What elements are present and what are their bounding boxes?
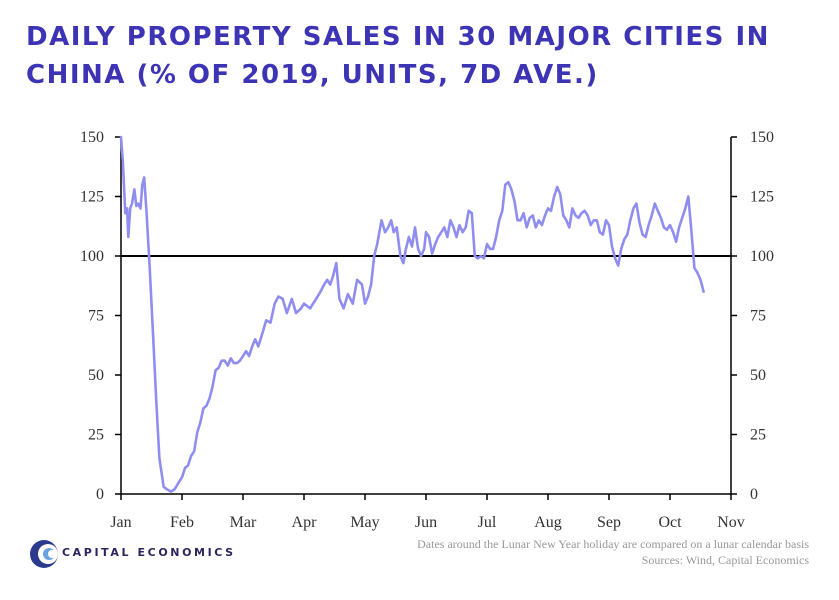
y-axis-left: 0 25 50 75 100 125 150	[80, 129, 122, 503]
logo-mark-icon	[30, 540, 58, 568]
chart-title: DAILY PROPERTY SALES IN 30 MAJOR CITIES …	[26, 22, 770, 90]
x-tick-label: Jul	[478, 514, 497, 531]
y-axis-right: 0 25 50 75 100 125 150	[730, 129, 774, 503]
x-tick-label: May	[350, 514, 379, 531]
y-tick-label-left: 150	[80, 129, 104, 146]
y-tick-label-right: 25	[750, 427, 766, 444]
y-tick-label-right: 50	[750, 367, 766, 384]
y-tick-label-right: 75	[750, 308, 766, 325]
x-tick-label: Aug	[534, 514, 562, 531]
footnote: Dates around the Lunar New Year holiday …	[417, 537, 809, 551]
x-tick-label: Jan	[110, 514, 131, 531]
x-tick-label: Mar	[230, 514, 257, 531]
y-tick-label-left: 100	[80, 248, 104, 265]
x-tick-label: Apr	[292, 514, 318, 531]
series-group	[119, 135, 705, 493]
y-tick-label-right: 125	[750, 189, 774, 206]
y-tick-label-left: 75	[88, 308, 104, 325]
x-tick-label: Nov	[717, 514, 745, 531]
x-tick-label: Jun	[415, 514, 437, 531]
y-tick-label-left: 0	[96, 486, 104, 503]
y-tick-label-right: 150	[750, 129, 774, 146]
x-tick-label: Feb	[170, 514, 194, 531]
x-axis: Jan Feb Mar Apr May Jun Jul Aug Sep Oct Nov	[110, 493, 745, 531]
y-tick-label-left: 25	[88, 427, 104, 444]
y-tick-label-right: 100	[750, 248, 774, 265]
series-line-0	[119, 135, 705, 493]
logo-text: CAPITAL ECONOMICS	[62, 546, 236, 559]
sources-note: Sources: Wind, Capital Economics	[641, 553, 809, 567]
capital-economics-logo: CAPITAL ECONOMICS	[28, 536, 233, 572]
x-tick-label: Sep	[597, 514, 621, 531]
y-tick-label-left: 125	[80, 189, 104, 206]
y-tick-label-left: 50	[88, 367, 104, 384]
x-tick-label: Oct	[658, 514, 682, 531]
y-tick-label-right: 0	[750, 486, 758, 503]
